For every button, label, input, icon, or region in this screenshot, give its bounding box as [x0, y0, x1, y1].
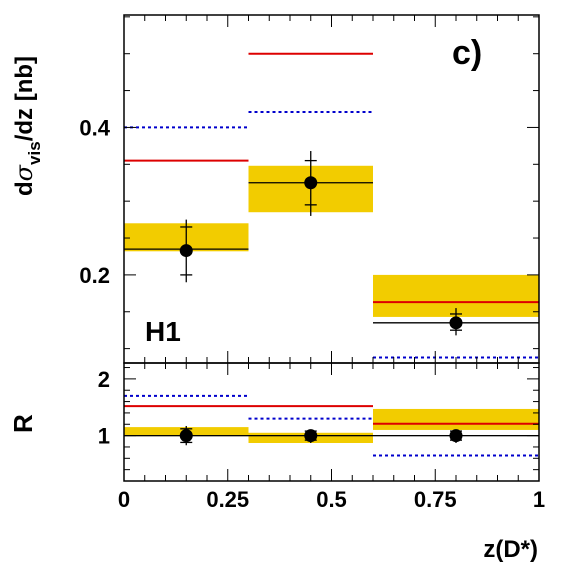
ratio-data-point-1	[304, 429, 318, 443]
ratio-y-tick-label: 2	[98, 367, 110, 392]
ratio-band-bin-2	[373, 408, 539, 430]
panel-label: c)	[452, 34, 482, 72]
ratio-panel-axes: 1 2 0 0.25 0.5 0.75 1	[98, 363, 545, 512]
top-y-axis-label: dσvis/dz [nb]	[10, 56, 44, 196]
x-tick-label: 0.25	[206, 487, 249, 512]
experiment-label: H1	[145, 316, 181, 347]
top-y-tick-label: 0.2	[79, 263, 110, 288]
top-panel-axes: 0.2 0.4	[79, 15, 540, 363]
ratio-y-tick-label: 1	[98, 424, 110, 449]
ratio-panel-marks	[124, 394, 539, 457]
ratio-y-axis-label: R	[8, 414, 38, 433]
top-data-point-2	[449, 316, 463, 330]
top-data-point-0	[179, 244, 193, 258]
top-y-tick-label: 0.4	[79, 115, 110, 140]
x-axis-label: z(D*)	[483, 536, 538, 563]
x-tick-label: 0	[118, 487, 130, 512]
x-tick-label: 1	[533, 487, 545, 512]
top-panel-marks	[124, 52, 539, 359]
ratio-data-point-0	[179, 429, 193, 443]
x-tick-label: 0.5	[316, 487, 347, 512]
top-data-point-1	[304, 176, 318, 190]
x-tick-label: 0.75	[414, 487, 457, 512]
ratio-data-point-2	[449, 429, 463, 443]
